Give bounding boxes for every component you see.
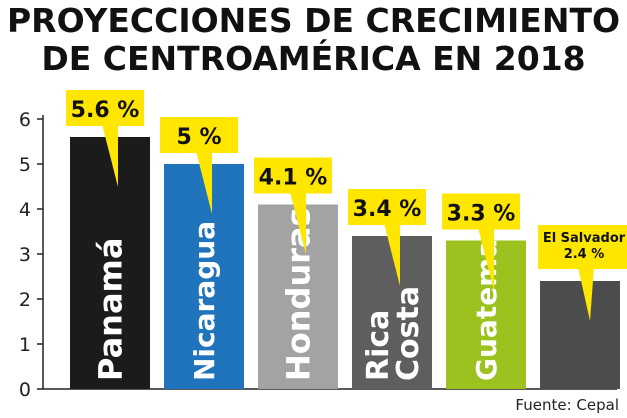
- data-label: 3.3 %: [447, 202, 516, 227]
- y-tick-label: 5: [19, 154, 31, 176]
- y-tick-label: 3: [19, 244, 31, 266]
- category-label: Panamá: [92, 238, 130, 382]
- callout-pointer: [102, 124, 118, 187]
- y-tick-label: 6: [19, 109, 31, 131]
- data-label: El Salvador: [543, 231, 626, 246]
- data-label-box: [66, 90, 144, 126]
- data-label: 2.4 %: [564, 247, 605, 262]
- category-label: Nicaragua: [188, 221, 221, 381]
- data-label-box: [160, 117, 238, 153]
- callout-pointer: [290, 191, 306, 255]
- bar: [352, 236, 432, 389]
- source-note: Fuente: Cepal: [515, 396, 619, 414]
- bar: [540, 281, 620, 389]
- data-label: 4.1 %: [259, 166, 328, 191]
- axis-group: 0 1 2 3 4 5 6: [19, 109, 617, 401]
- callout-pointer: [578, 267, 594, 321]
- bar: [446, 240, 526, 389]
- y-tick-label: 2: [19, 289, 31, 311]
- y-tick-label: 0: [19, 379, 31, 401]
- data-label-box: [538, 225, 627, 269]
- data-label-box: [348, 189, 426, 225]
- data-label: 3.4 %: [353, 197, 422, 222]
- data-label-box: [442, 193, 520, 230]
- y-tick-label: 4: [19, 199, 31, 221]
- data-label: 5.6 %: [71, 98, 140, 123]
- bar: [164, 164, 244, 389]
- bar: [70, 137, 150, 389]
- chart-title-line-2: DE CENTROAMÉRICA EN 2018: [41, 39, 586, 78]
- category-label: Costa: [391, 286, 426, 381]
- callout-pointer: [384, 223, 400, 286]
- callout-pointer: [196, 151, 212, 214]
- callout-pointer: [478, 227, 494, 291]
- data-label-box: [254, 157, 332, 194]
- bar: [258, 204, 338, 389]
- chart-title-line-1: PROYECCIONES DE CRECIMIENTO: [6, 1, 621, 40]
- category-label: Rica: [361, 310, 396, 381]
- category-label: Honduras: [280, 207, 318, 381]
- data-label: 5 %: [176, 125, 221, 150]
- chart-title: PROYECCIONES DE CRECIMIENTO DE CENTROAMÉ…: [0, 2, 627, 78]
- y-tick-label: 1: [19, 334, 31, 356]
